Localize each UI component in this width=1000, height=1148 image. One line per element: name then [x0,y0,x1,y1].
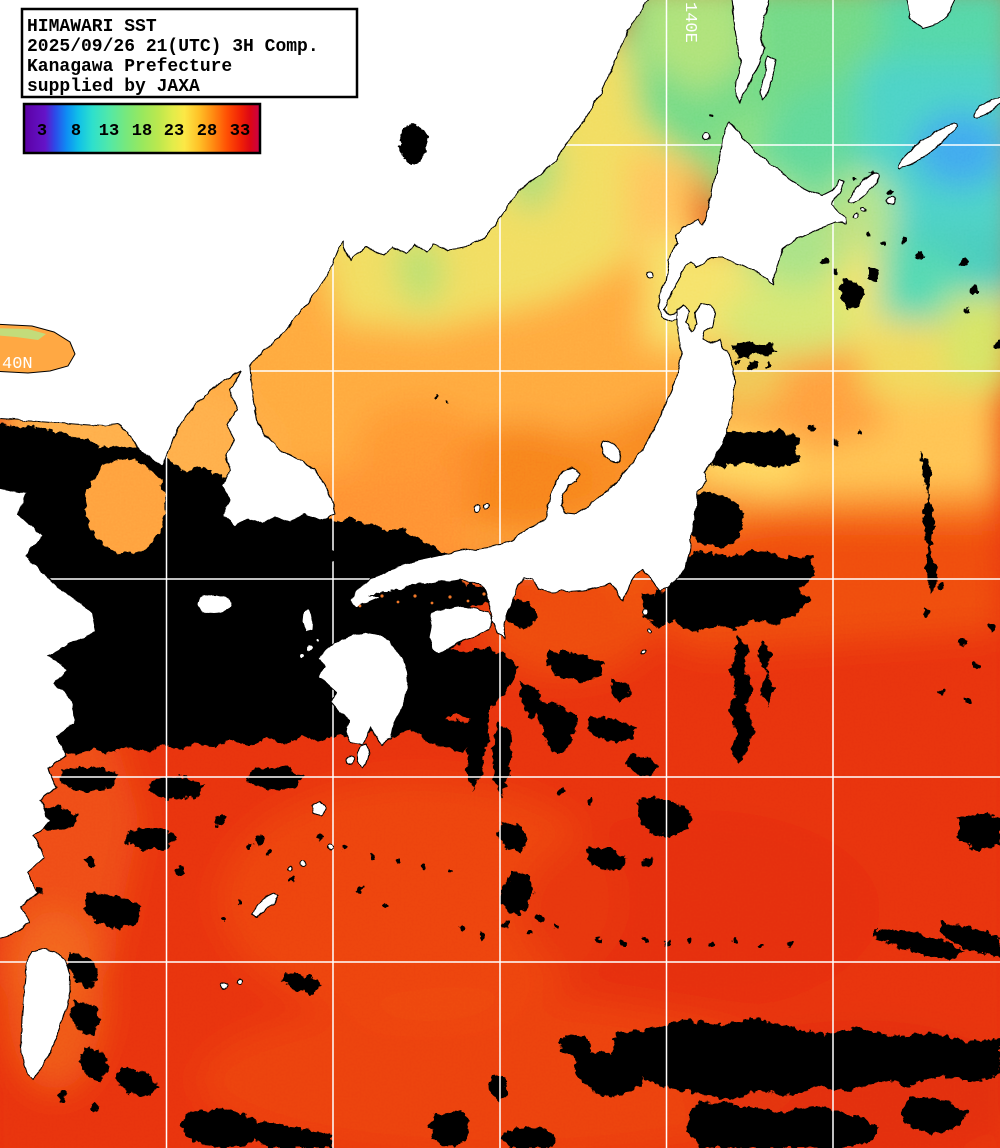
svg-text:23: 23 [164,122,184,141]
svg-text:supplied by JAXA: supplied by JAXA [27,77,200,97]
svg-text:3: 3 [37,122,47,141]
svg-text:18: 18 [132,122,152,141]
svg-text:8: 8 [71,122,81,141]
svg-text:Kanagawa Prefecture: Kanagawa Prefecture [27,57,232,77]
svg-text:13: 13 [99,122,119,141]
svg-text:HIMAWARI SST: HIMAWARI SST [27,17,157,37]
svg-text:2025/09/26 21(UTC) 3H Comp.: 2025/09/26 21(UTC) 3H Comp. [27,37,319,57]
svg-text:140E: 140E [680,2,699,43]
svg-text:28: 28 [197,122,217,141]
svg-text:33: 33 [230,122,250,141]
svg-text:40N: 40N [2,355,33,374]
svg-text:30N: 30N [10,758,41,777]
